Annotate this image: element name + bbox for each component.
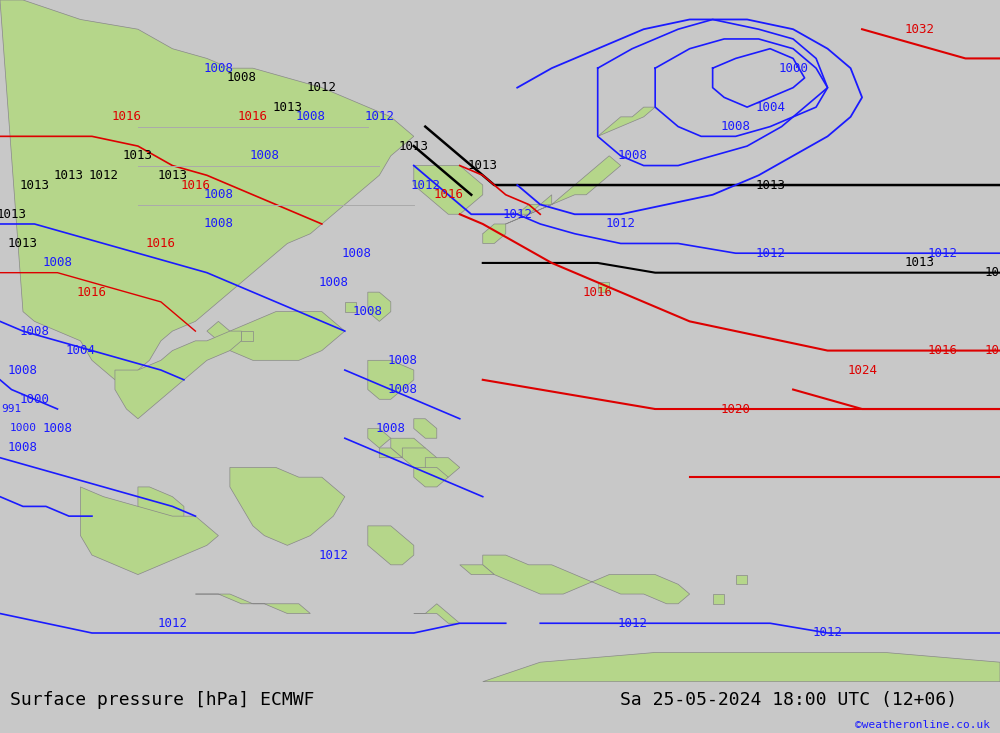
Text: 1008: 1008 xyxy=(8,441,38,454)
Text: 1008: 1008 xyxy=(318,276,348,289)
Text: 1008: 1008 xyxy=(341,247,371,259)
Text: 1013: 1013 xyxy=(157,169,187,182)
Text: 1032: 1032 xyxy=(905,23,935,36)
Polygon shape xyxy=(713,594,724,604)
Text: 1016: 1016 xyxy=(433,188,463,202)
Text: 1008: 1008 xyxy=(203,218,233,230)
Text: 1012: 1012 xyxy=(617,616,647,630)
Text: 1016: 1016 xyxy=(928,344,958,357)
Text: 1000: 1000 xyxy=(19,393,49,406)
Polygon shape xyxy=(80,487,218,575)
Polygon shape xyxy=(195,594,310,614)
Text: 1000: 1000 xyxy=(9,424,36,433)
Text: 1008: 1008 xyxy=(387,383,417,396)
Text: 1008: 1008 xyxy=(249,150,279,162)
Polygon shape xyxy=(230,468,345,545)
Text: 1016: 1016 xyxy=(77,286,107,298)
Text: 1016: 1016 xyxy=(146,237,176,250)
Text: 1008: 1008 xyxy=(203,62,233,75)
Text: 1008: 1008 xyxy=(295,111,325,123)
Polygon shape xyxy=(241,331,253,341)
Text: 1008: 1008 xyxy=(226,71,256,84)
Polygon shape xyxy=(207,312,345,361)
Text: 1008: 1008 xyxy=(42,422,72,435)
Text: 1008: 1008 xyxy=(617,150,647,162)
Polygon shape xyxy=(414,468,448,487)
Text: 1012: 1012 xyxy=(307,81,337,94)
Text: 1004: 1004 xyxy=(755,100,785,114)
Polygon shape xyxy=(598,107,655,136)
Text: 1012: 1012 xyxy=(410,179,440,191)
Polygon shape xyxy=(483,156,621,234)
Text: 1008: 1008 xyxy=(203,188,233,202)
Polygon shape xyxy=(368,526,414,565)
Text: 1008: 1008 xyxy=(376,422,406,435)
Text: 1000: 1000 xyxy=(778,62,808,75)
Text: 1013: 1013 xyxy=(54,169,84,182)
Text: 1012: 1012 xyxy=(928,247,958,259)
Text: 1016: 1016 xyxy=(985,344,1000,357)
Text: 1008: 1008 xyxy=(387,354,417,366)
Text: 1012: 1012 xyxy=(88,169,118,182)
Text: Sa 25-05-2024 18:00 UTC (12+06): Sa 25-05-2024 18:00 UTC (12+06) xyxy=(620,690,957,709)
Text: 1013: 1013 xyxy=(0,207,26,221)
Text: 1013: 1013 xyxy=(755,179,785,191)
Polygon shape xyxy=(598,282,609,292)
Text: 1016: 1016 xyxy=(111,111,141,123)
Polygon shape xyxy=(506,205,540,214)
Text: ©weatheronline.co.uk: ©weatheronline.co.uk xyxy=(855,721,990,730)
Polygon shape xyxy=(414,419,437,438)
Text: 1013: 1013 xyxy=(272,100,302,114)
Polygon shape xyxy=(115,331,241,419)
Polygon shape xyxy=(402,448,437,468)
Text: Surface pressure [hPa] ECMWF: Surface pressure [hPa] ECMWF xyxy=(10,690,314,709)
Text: 1012: 1012 xyxy=(813,627,843,639)
Polygon shape xyxy=(540,195,552,205)
Text: 1012: 1012 xyxy=(502,207,532,221)
Text: 1016: 1016 xyxy=(180,179,210,191)
Text: 1008: 1008 xyxy=(19,325,49,338)
Text: 1012: 1012 xyxy=(755,247,785,259)
Polygon shape xyxy=(736,575,747,584)
Polygon shape xyxy=(391,438,425,457)
Polygon shape xyxy=(425,457,460,477)
Text: 1012: 1012 xyxy=(606,218,636,230)
Text: 1013: 1013 xyxy=(985,266,1000,279)
Polygon shape xyxy=(0,0,414,380)
Text: 1013: 1013 xyxy=(399,139,429,152)
Text: 991: 991 xyxy=(1,404,22,414)
Text: 1013: 1013 xyxy=(123,150,153,162)
Text: 1013: 1013 xyxy=(468,159,498,172)
Polygon shape xyxy=(345,302,356,312)
Polygon shape xyxy=(368,361,414,399)
Polygon shape xyxy=(368,429,391,448)
Polygon shape xyxy=(368,292,391,321)
Text: 1008: 1008 xyxy=(721,120,751,133)
Text: 1013: 1013 xyxy=(19,179,49,191)
Polygon shape xyxy=(379,448,402,457)
Text: 1016: 1016 xyxy=(238,111,268,123)
Text: 1013: 1013 xyxy=(8,237,38,250)
Text: 1012: 1012 xyxy=(364,111,394,123)
Text: 1008: 1008 xyxy=(8,364,38,377)
Text: 1020: 1020 xyxy=(721,402,751,416)
Polygon shape xyxy=(483,555,690,604)
Polygon shape xyxy=(460,565,494,575)
Text: 1016: 1016 xyxy=(583,286,613,298)
Polygon shape xyxy=(414,166,483,214)
Text: 1013: 1013 xyxy=(905,257,935,270)
Text: 1012: 1012 xyxy=(318,548,348,561)
Polygon shape xyxy=(483,224,506,243)
Text: 1008: 1008 xyxy=(353,305,383,318)
Polygon shape xyxy=(414,604,460,623)
Polygon shape xyxy=(138,487,184,526)
Text: 1008: 1008 xyxy=(42,257,72,270)
Text: 1004: 1004 xyxy=(65,344,95,357)
Text: 1024: 1024 xyxy=(847,364,877,377)
Text: 1012: 1012 xyxy=(157,616,187,630)
Polygon shape xyxy=(483,652,1000,682)
